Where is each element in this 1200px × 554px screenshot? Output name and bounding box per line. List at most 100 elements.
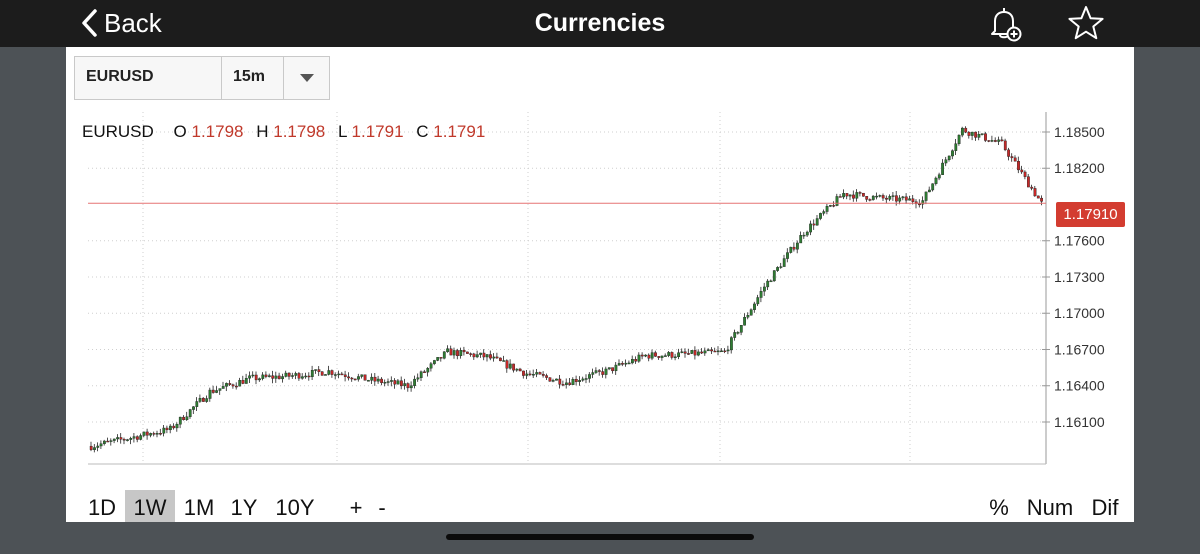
- candle-up: [604, 368, 608, 375]
- candle-down: [1020, 169, 1024, 173]
- candle-up: [789, 246, 793, 253]
- candle-up: [103, 440, 106, 444]
- candle-down: [832, 205, 836, 207]
- candle-up: [594, 370, 598, 373]
- candle-up: [178, 416, 182, 425]
- candle-up: [736, 332, 740, 334]
- candle-up: [766, 280, 770, 288]
- candle-down: [228, 383, 232, 385]
- candle-down: [700, 351, 704, 354]
- number-mode-button[interactable]: Num: [1026, 495, 1074, 520]
- star-outline-icon[interactable]: [1066, 4, 1106, 42]
- candle-down: [264, 374, 268, 377]
- candle-up: [175, 424, 179, 429]
- candle-up: [957, 134, 961, 144]
- candlestick-chart[interactable]: 1.18500 1.18200 1.17600 1.17300 1.17000 1.167…: [66, 112, 1134, 472]
- candle-up: [96, 445, 100, 448]
- bell-plus-icon[interactable]: [984, 4, 1026, 44]
- candle-up: [426, 367, 430, 373]
- candle-up: [403, 383, 407, 387]
- candle-down: [449, 348, 453, 356]
- candle-down: [964, 127, 968, 133]
- range-1m-button[interactable]: 1M: [183, 495, 215, 520]
- candle-down: [254, 374, 258, 381]
- difference-mode-button[interactable]: Dif: [1091, 495, 1119, 520]
- percent-mode-button[interactable]: %: [989, 495, 1009, 520]
- candle-down: [611, 367, 615, 372]
- range-1y-button[interactable]: 1Y: [230, 495, 258, 520]
- candle-up: [730, 337, 733, 351]
- candle-up: [304, 375, 308, 378]
- candle-up: [888, 196, 892, 200]
- candle-up: [502, 360, 506, 362]
- candle-up: [267, 375, 271, 377]
- candle-up: [822, 211, 826, 214]
- candle-up: [360, 374, 364, 377]
- candle-up: [743, 317, 747, 326]
- candle-up: [871, 195, 875, 200]
- candle-down: [512, 363, 515, 371]
- candle-up: [126, 439, 129, 441]
- candle-up: [624, 362, 628, 365]
- symbol-selector[interactable]: EURUSD: [75, 57, 222, 99]
- candle-up: [931, 183, 935, 191]
- high-label: H: [256, 122, 269, 141]
- y-tick-label: 1.18200: [1054, 160, 1105, 176]
- candle-up: [802, 234, 806, 237]
- candle-down: [598, 370, 601, 372]
- zoom-in-button[interactable]: +: [349, 495, 363, 520]
- candle-down: [904, 196, 908, 201]
- candle-down: [911, 198, 915, 202]
- candle-up: [337, 373, 341, 376]
- range-1d-button[interactable]: 1D: [87, 495, 117, 520]
- back-button[interactable]: Back: [80, 6, 162, 40]
- candle-down: [574, 379, 578, 382]
- range-1w-button[interactable]: 1W: [125, 490, 175, 522]
- page-title: Currencies: [534, 9, 666, 37]
- candle-down: [106, 440, 110, 443]
- candle-up: [452, 350, 456, 356]
- candle-up: [258, 378, 261, 381]
- candle-up: [535, 372, 539, 375]
- candle-down: [466, 351, 469, 354]
- candle-up: [284, 372, 288, 377]
- candle-up: [485, 354, 489, 358]
- candle-up: [383, 382, 387, 384]
- y-tick-label: 1.16700: [1054, 341, 1105, 357]
- candle-down: [1003, 140, 1007, 151]
- candle-down: [895, 195, 898, 202]
- candle-down: [211, 389, 215, 393]
- interval-dropdown-button[interactable]: [284, 57, 329, 99]
- candle-down: [347, 376, 350, 379]
- range-10y-button[interactable]: 10Y: [275, 495, 315, 520]
- candle-up: [990, 140, 994, 142]
- candle-up: [664, 355, 667, 357]
- candle-up: [396, 380, 400, 385]
- candle-up: [584, 378, 588, 380]
- candle-up: [627, 362, 631, 365]
- candle-down: [505, 360, 509, 369]
- candle-down: [548, 377, 552, 382]
- y-tick-label: 1.16400: [1054, 378, 1105, 394]
- candle-up: [376, 378, 380, 382]
- interval-selector[interactable]: 15m: [222, 57, 284, 99]
- candle-down: [406, 383, 410, 389]
- candle-down: [159, 433, 162, 435]
- candle-up: [244, 378, 248, 384]
- candle-down: [1010, 156, 1014, 159]
- candle-up: [390, 380, 393, 382]
- ohlc-symbol: EURUSD: [82, 122, 154, 141]
- candle-down: [601, 371, 605, 375]
- candle-up: [416, 377, 420, 380]
- candle-up: [492, 356, 496, 359]
- candle-up: [409, 385, 413, 389]
- candle-down: [343, 374, 347, 377]
- candle-down: [568, 382, 572, 385]
- candle-down: [277, 375, 281, 380]
- candle-up: [142, 431, 146, 436]
- zoom-out-button[interactable]: -: [378, 495, 386, 520]
- candle-up: [413, 378, 416, 386]
- candle-up: [848, 194, 852, 197]
- candle-up: [185, 416, 189, 421]
- candle-down: [330, 370, 334, 375]
